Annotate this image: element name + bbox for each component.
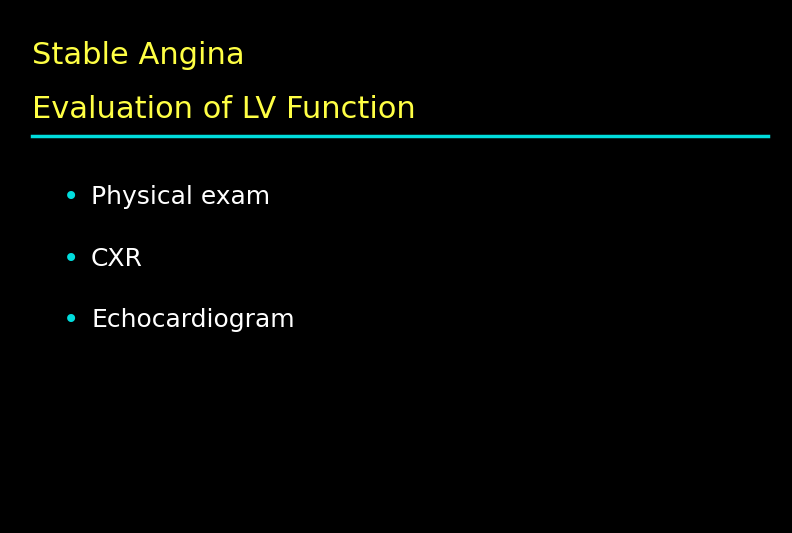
Text: CXR: CXR xyxy=(91,246,143,271)
Text: Stable Angina: Stable Angina xyxy=(32,42,244,70)
Text: Physical exam: Physical exam xyxy=(91,185,270,209)
Text: Echocardiogram: Echocardiogram xyxy=(91,308,295,332)
Text: •: • xyxy=(63,245,79,272)
Text: •: • xyxy=(63,183,79,211)
Text: •: • xyxy=(63,306,79,334)
Text: Evaluation of LV Function: Evaluation of LV Function xyxy=(32,95,416,124)
